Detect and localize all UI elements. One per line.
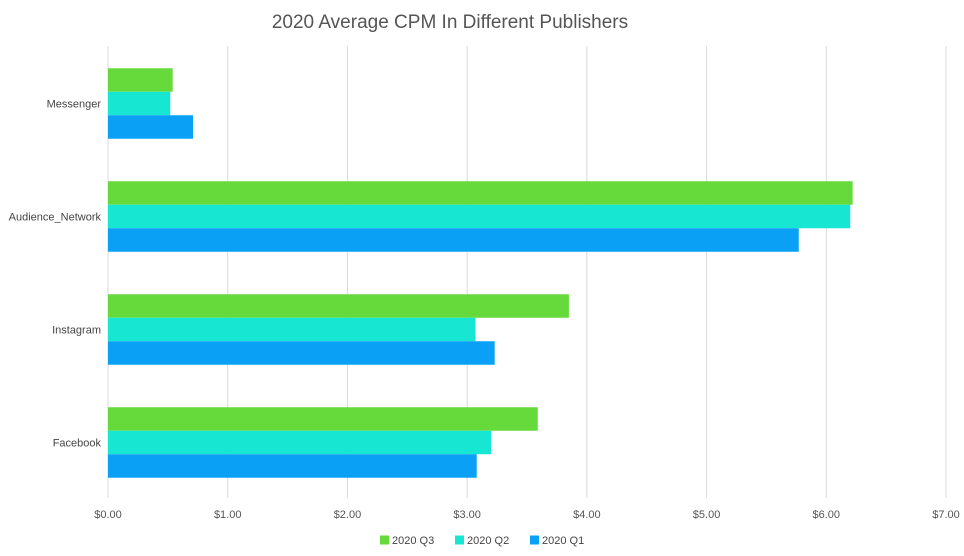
x-tick-label: $5.00 (693, 509, 721, 521)
bar[interactable] (108, 181, 853, 205)
y-category-label: Audience_Network (9, 212, 102, 224)
legend-swatch[interactable] (530, 535, 539, 545)
y-category-label: Instagram (52, 325, 101, 337)
legend-swatch[interactable] (380, 535, 389, 545)
bar[interactable] (108, 294, 569, 318)
x-tick-label: $7.00 (932, 509, 960, 521)
x-tick-label: $3.00 (453, 509, 481, 521)
legend-swatch[interactable] (455, 535, 464, 545)
bar[interactable] (108, 317, 476, 342)
bar[interactable] (108, 430, 492, 455)
bar-layer (108, 68, 853, 478)
bar[interactable] (108, 341, 495, 365)
chart-title: 2020 Average CPM In Different Publishers (271, 12, 629, 33)
bar[interactable] (108, 91, 171, 116)
legend-label[interactable]: 2020 Q2 (467, 535, 509, 547)
x-tick-label: $2.00 (334, 509, 362, 521)
bar[interactable] (108, 454, 477, 478)
x-tick-label: $0.00 (94, 509, 122, 521)
y-category-label: Facebook (53, 438, 102, 450)
legend-label[interactable]: 2020 Q3 (392, 535, 434, 547)
axis-layer: $0.00 $1.00 $2.00 $3.00 $4.00 $5.00 $6.00 $7.00… (9, 99, 960, 522)
bar[interactable] (108, 407, 538, 431)
legend[interactable]: 2020 Q3 2020 Q2 2020 Q1 (380, 535, 584, 547)
bar[interactable] (108, 68, 173, 92)
legend-label[interactable]: 2020 Q1 (542, 535, 584, 547)
x-tick-label: $1.00 (214, 509, 242, 521)
x-tick-label: $4.00 (573, 509, 601, 521)
bar[interactable] (108, 228, 799, 252)
bar[interactable] (108, 115, 193, 139)
bar[interactable] (108, 204, 851, 229)
y-category-label: Messenger (47, 99, 102, 111)
x-tick-label: $6.00 (813, 509, 841, 521)
